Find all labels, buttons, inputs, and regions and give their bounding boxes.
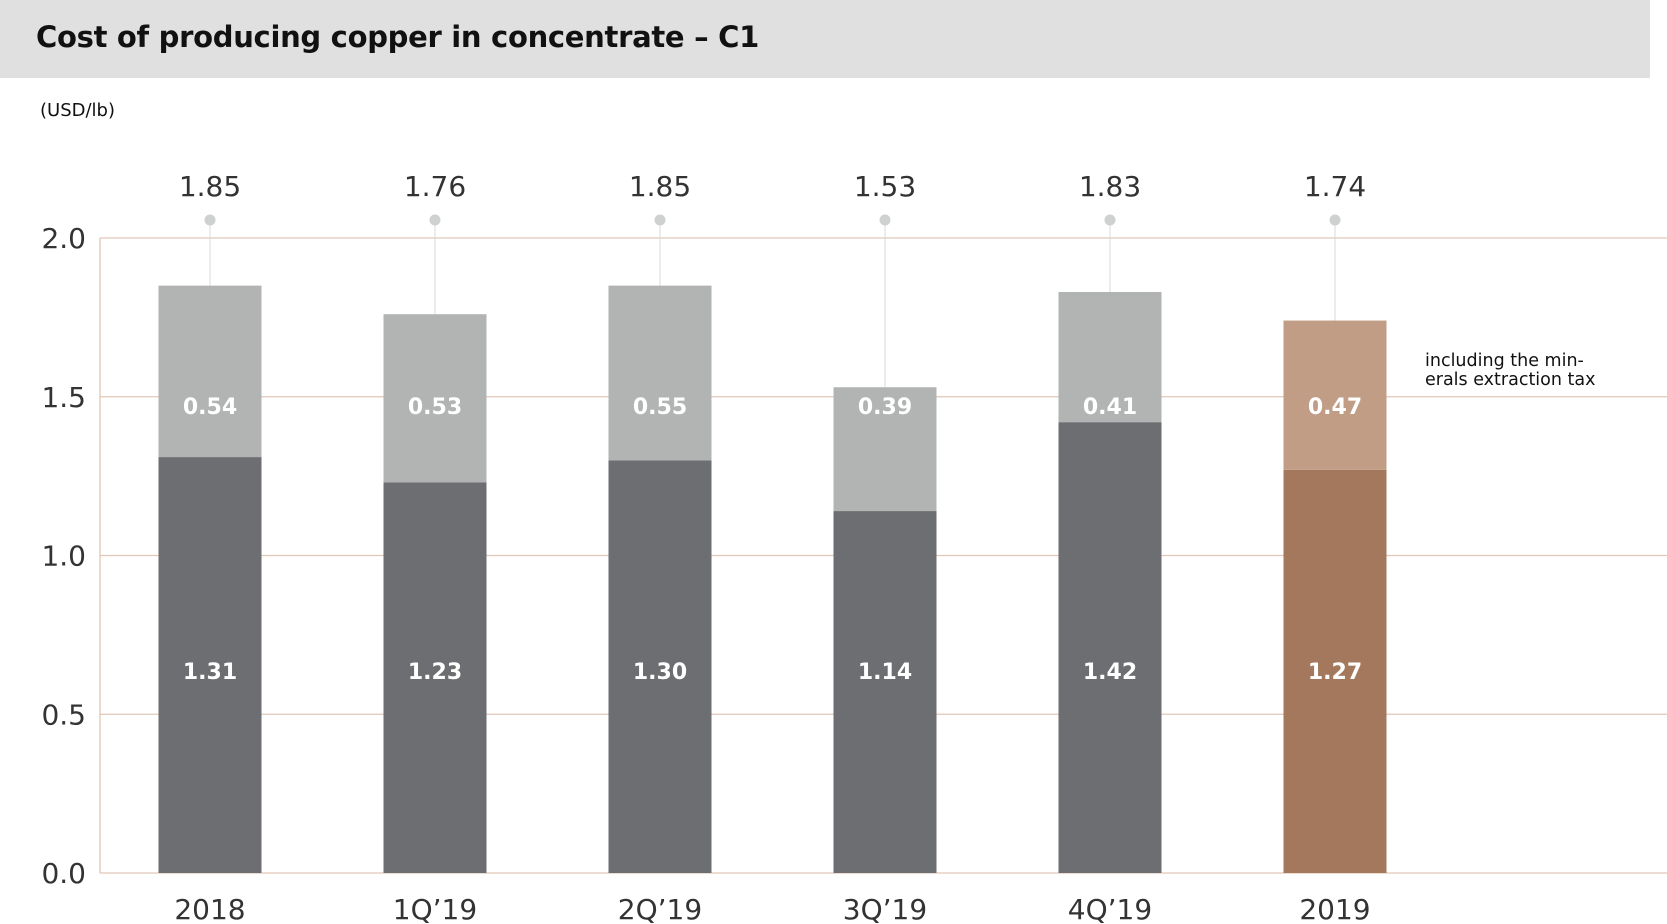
y-tick-label: 2.0	[41, 222, 86, 255]
bar-top-label: 0.54	[183, 395, 237, 420]
total-marker	[654, 214, 666, 226]
bar-base	[608, 460, 712, 873]
total-label: 1.74	[1304, 170, 1366, 203]
total-label: 1.83	[1079, 170, 1141, 203]
y-tick-label: 1.5	[41, 381, 86, 414]
x-tick-label: 4Q’19	[1068, 893, 1152, 924]
bar-top-label: 0.39	[858, 395, 912, 420]
bar-base	[383, 482, 487, 873]
bar-base-label: 1.42	[1083, 660, 1137, 685]
total-label: 1.85	[179, 170, 241, 203]
bar-top-label: 0.47	[1308, 395, 1362, 420]
x-tick-label: 2019	[1299, 893, 1370, 924]
total-marker	[879, 214, 891, 226]
chart-title: Cost of producing copper in concentrate …	[36, 20, 759, 54]
bar-base	[1283, 469, 1387, 873]
bar-top-label: 0.41	[1083, 395, 1137, 420]
bar-base-label: 1.31	[183, 660, 237, 685]
x-tick-label: 2018	[174, 893, 245, 924]
total-label: 1.76	[404, 170, 466, 203]
x-tick-label: 1Q’19	[393, 893, 477, 924]
bar-top	[1283, 320, 1387, 470]
bar-base	[833, 511, 937, 873]
total-label: 1.85	[629, 170, 691, 203]
bar-top-label: 0.55	[633, 395, 687, 420]
bar-base-label: 1.30	[633, 660, 687, 685]
x-tick-label: 3Q’19	[843, 893, 927, 924]
total-label: 1.53	[854, 170, 916, 203]
note-line-1: including the min-	[1425, 351, 1584, 371]
bar-top	[833, 387, 937, 512]
y-tick-label: 0.5	[41, 698, 86, 731]
legend-note: including the min- erals extraction tax	[1425, 352, 1625, 390]
y-tick-label: 1.0	[41, 540, 86, 573]
unit-label: (USD/lb)	[40, 100, 115, 121]
bar-top-label: 0.53	[408, 395, 462, 420]
bar-top	[1058, 291, 1162, 423]
total-marker	[1329, 214, 1341, 226]
title-bar: Cost of producing copper in concentrate …	[0, 0, 1650, 78]
y-tick-label: 0.0	[41, 857, 86, 890]
x-tick-label: 2Q’19	[618, 893, 702, 924]
bar-base	[158, 457, 262, 873]
total-marker	[204, 214, 216, 226]
bar-top	[383, 314, 487, 483]
bar-base	[1058, 422, 1162, 873]
bar-base-label: 1.14	[858, 660, 912, 685]
bar-base-label: 1.23	[408, 660, 462, 685]
total-marker	[1104, 214, 1116, 226]
bar-top	[158, 285, 262, 458]
note-line-2: erals extraction tax	[1425, 370, 1596, 390]
bar-base-label: 1.27	[1308, 660, 1362, 685]
bar-top	[608, 285, 712, 461]
total-marker	[429, 214, 441, 226]
